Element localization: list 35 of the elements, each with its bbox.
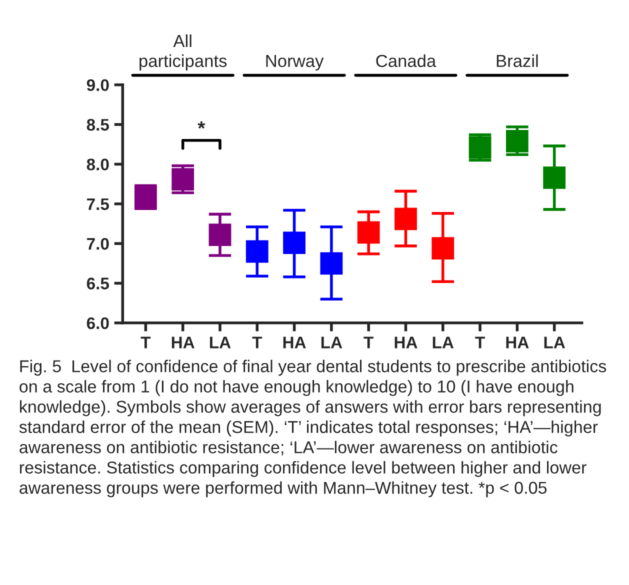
x-tick-label: T [475, 336, 485, 348]
y-tick-label: 9.0 [86, 79, 109, 92]
y-tick-label: 7.0 [87, 238, 109, 250]
x-tick-label: HA [283, 336, 306, 348]
annotation: * [198, 121, 206, 129]
x-tick-label: T [252, 336, 262, 348]
point [283, 232, 306, 254]
text: Norway [266, 54, 324, 71]
y-tick-label: 6.0 [86, 317, 109, 330]
x-tick-label: LA [544, 336, 566, 348]
text: Brazil [496, 54, 538, 68]
point [172, 168, 194, 190]
text: Canada [376, 54, 436, 68]
y-tick-label: 6.5 [86, 278, 109, 290]
y-tick-label: 8.5 [86, 118, 109, 131]
y-tick-label: 7.5 [87, 198, 109, 210]
point [320, 252, 343, 275]
x-tick-label: LA [321, 336, 342, 348]
point [506, 130, 528, 152]
x-tick-label: HA [506, 336, 529, 348]
x-tick-label: LA [210, 336, 231, 348]
x-tick-label: T [140, 336, 151, 348]
point [432, 237, 454, 260]
point [208, 224, 232, 246]
text: All participants [140, 34, 227, 71]
y-tick-label: 8.0 [86, 158, 109, 170]
x-tick-label: HA [172, 336, 194, 348]
point [394, 208, 417, 230]
point [246, 240, 268, 263]
x-tick-label: T [364, 336, 374, 348]
point [357, 221, 380, 244]
caption: Fig. 5 Level of confidence of final year dental students to prescribe antibiotics on a scale from 1 (I do not have enough knowledge) to 10 (I have enough knowledge). Symbols show averages of answers with error bars representing standard error of the mean (SEM). ‘T’ indicates total responses; ‘HA’—higher awareness on antibiotic resistance; ‘LA’—lower awareness on antibiotic resistance. Statistics comparing confidence level between higher and lower awareness groups were performed with Mann–Whitney test. *p < 0.05 [19, 360, 606, 498]
point [543, 166, 566, 189]
x-tick-label: LA [432, 336, 454, 348]
x-tick-label: HA [394, 336, 418, 348]
